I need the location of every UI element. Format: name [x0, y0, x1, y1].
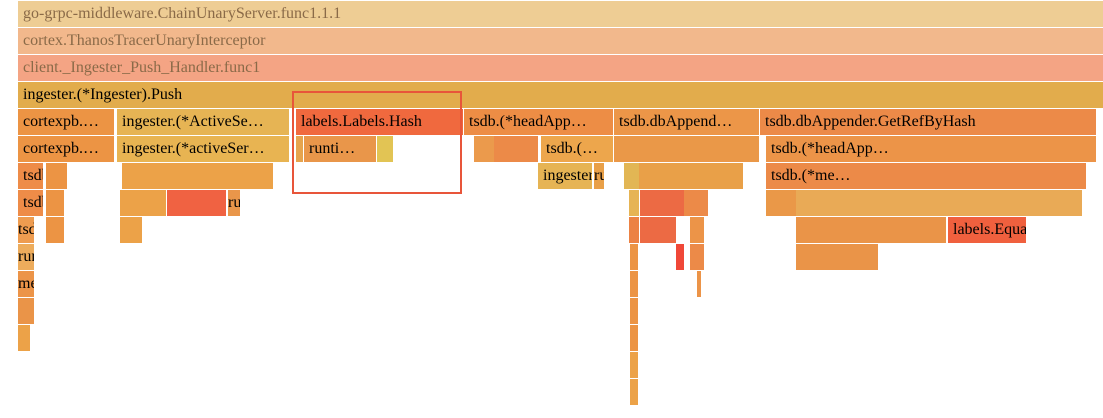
flame-frame-unlabeled[interactable] — [296, 136, 303, 162]
flame-frame[interactable]: cortex.ThanosTracerUnaryInterceptor — [18, 28, 1103, 54]
flame-frame-unlabeled[interactable] — [18, 298, 34, 324]
flame-frame-unlabeled[interactable] — [629, 217, 639, 243]
flame-frame-unlabeled[interactable] — [46, 190, 64, 216]
flame-frame-unlabeled[interactable] — [630, 244, 638, 270]
flame-frame-unlabeled[interactable] — [630, 298, 638, 324]
flame-frame[interactable]: ingester.(*activeSer… — [117, 136, 289, 162]
flame-frame-unlabeled[interactable] — [46, 217, 64, 243]
flame-frame[interactable]: run… — [594, 163, 604, 189]
flame-frame-unlabeled[interactable] — [46, 163, 67, 189]
flame-frame-unlabeled[interactable] — [630, 325, 638, 351]
flame-frame[interactable]: ingester.(*Ingester).Push — [18, 82, 1103, 108]
flame-frame[interactable]: ingester.(*active… — [538, 163, 592, 189]
flame-frame[interactable]: tsdb.dbAppender.GetRefByHash — [760, 109, 1096, 135]
flame-frame-unlabeled[interactable] — [796, 217, 946, 243]
flame-frame-unlabeled[interactable] — [697, 271, 701, 297]
flame-frame[interactable]: labels.Equal — [948, 217, 1026, 243]
flame-frame[interactable]: runti… — [304, 136, 376, 162]
flame-frame-unlabeled[interactable] — [684, 190, 708, 216]
flame-frame-unlabeled[interactable] — [377, 136, 393, 162]
flame-frame-unlabeled[interactable] — [690, 217, 704, 243]
flame-frame[interactable]: tsdb.(*me… — [766, 163, 1086, 189]
flame-frame-unlabeled[interactable] — [640, 217, 676, 243]
flame-frame[interactable]: tsdb.(*headApp… — [766, 136, 1096, 162]
flame-frame-unlabeled[interactable] — [796, 244, 878, 270]
flame-frame-unlabeled[interactable] — [630, 352, 638, 378]
flame-frame-unlabeled[interactable] — [494, 136, 538, 162]
flame-frame-unlabeled[interactable] — [676, 244, 684, 270]
flame-frame[interactable]: tsdb.seriesHashmap.get — [18, 217, 34, 243]
flame-frame[interactable]: meme… — [18, 271, 34, 297]
flame-frame-unlabeled[interactable] — [690, 244, 704, 270]
flame-frame-unlabeled[interactable] — [629, 190, 639, 216]
flame-frame-unlabeled[interactable] — [614, 136, 759, 162]
flame-frame[interactable]: tsdb.(… — [541, 136, 613, 162]
flame-frame[interactable]: tsdb.(*headAppender).GetRefByHash — [18, 163, 43, 189]
flame-frame-unlabeled[interactable] — [624, 163, 639, 189]
flame-frame[interactable]: ingester.(*ActiveSe… — [117, 109, 289, 135]
flame-frame-unlabeled[interactable] — [766, 190, 796, 216]
flame-frame-unlabeled[interactable] — [122, 163, 273, 189]
flame-frame-unlabeled[interactable] — [167, 190, 226, 216]
flame-frame-unlabeled[interactable] — [796, 190, 1082, 216]
flame-frame[interactable]: tsdb.dbAppend… — [614, 109, 759, 135]
flame-frame[interactable]: go-grpc-middleware.ChainUnaryServer.func… — [18, 1, 1103, 27]
flame-frame-unlabeled[interactable] — [120, 217, 142, 243]
flame-frame-unlabeled[interactable] — [630, 271, 638, 297]
flame-frame[interactable]: cortexpb.… — [18, 136, 114, 162]
flame-frame[interactable]: tsdb.(*headApp… — [464, 109, 613, 135]
flame-frame[interactable]: cortexpb.… — [18, 109, 114, 135]
flame-frame[interactable]: runt… — [228, 190, 240, 216]
flame-frame[interactable]: tsdb.(*stripeSeries).getByHash — [18, 190, 43, 216]
flame-frame-unlabeled[interactable] — [120, 190, 166, 216]
flame-frame-unlabeled[interactable] — [18, 325, 30, 351]
flame-frame[interactable]: labels.Labels.Hash — [296, 109, 463, 135]
flame-frame[interactable]: client._Ingester_Push_Handler.func1 — [18, 55, 1103, 81]
flame-frame[interactable]: runtim… — [18, 244, 34, 270]
flame-frame-unlabeled[interactable] — [640, 190, 684, 216]
flame-frame-unlabeled[interactable] — [639, 163, 743, 189]
flame-frame-unlabeled[interactable] — [630, 379, 638, 405]
flame-frame-unlabeled[interactable] — [474, 136, 494, 162]
